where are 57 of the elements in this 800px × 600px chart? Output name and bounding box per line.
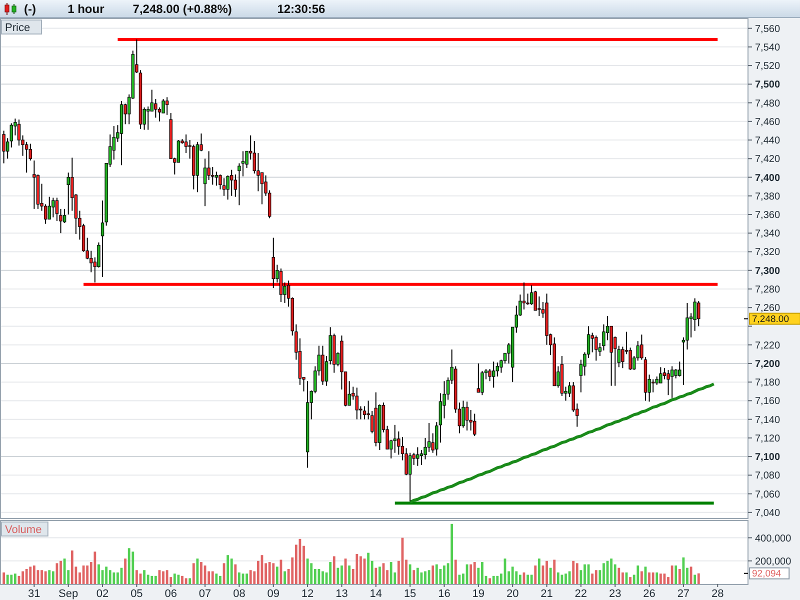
y-tick-label: 7,380 — [755, 191, 780, 202]
x-tick-label: 31 — [28, 588, 40, 600]
y-tick-label: 200,000 — [755, 556, 792, 568]
y-tick-label: 7,460 — [755, 116, 780, 128]
y-tick-label: 7,540 — [755, 42, 780, 54]
x-tick-label: 19 — [472, 588, 485, 600]
y-tick-label: 7,260 — [755, 303, 780, 314]
y-tick-label: 7,400 — [755, 172, 780, 184]
y-tick-label: 7,220 — [755, 340, 780, 352]
y-tick-label: 7,040 — [755, 508, 780, 519]
y-tick-label: 7,360 — [755, 210, 780, 222]
y-tick-label: 7,060 — [755, 489, 780, 500]
x-tick-label: 21 — [540, 588, 553, 600]
x-tick-label: 14 — [370, 588, 382, 600]
x-tick-label: 13 — [336, 588, 348, 600]
text: 1 hour — [68, 2, 105, 16]
y-tick-label: 7,520 — [755, 61, 780, 72]
text: 7,248.00 (+0.88%) — [132, 2, 232, 16]
y-tick-label: 7,200 — [755, 358, 780, 370]
x-tick-label: 28 — [712, 588, 724, 600]
y-tick-label: 7,280 — [755, 284, 780, 296]
x-tick-label: 15 — [404, 588, 416, 600]
y-tick-label: 7,320 — [755, 247, 780, 258]
y-tick-label: 7,300 — [755, 266, 780, 277]
y-tick-label: 7,340 — [755, 228, 780, 240]
y-tick-label: 7,160 — [755, 396, 780, 408]
chart-title: (-) — [24, 2, 36, 16]
text: 92,094 — [752, 568, 782, 580]
x-tick-label: 23 — [608, 588, 622, 600]
text: 7,248.00 — [752, 314, 789, 326]
x-tick-label: 20 — [506, 588, 519, 600]
x-tick-label: 26 — [643, 588, 656, 600]
y-tick-label: 7,560 — [755, 24, 780, 35]
x-tick-label: 12 — [301, 588, 314, 600]
y-tick-label: 7,500 — [755, 80, 780, 91]
x-tick-label: 02 — [96, 588, 109, 600]
y-tick-label: 7,440 — [755, 136, 780, 147]
y-tick-label: 7,180 — [755, 378, 780, 389]
y-tick-label: 7,140 — [755, 414, 780, 426]
x-tick-label: 05 — [130, 588, 143, 600]
x-tick-label: 22 — [574, 588, 588, 600]
x-tick-label: 08 — [233, 588, 246, 600]
x-tick-label: 06 — [164, 588, 177, 600]
y-tick-label: 7,480 — [755, 98, 780, 110]
x-tick-label: 16 — [438, 588, 450, 600]
y-tick-label: 400,000 — [755, 533, 792, 544]
x-tick-label: Sep — [58, 588, 78, 600]
y-tick-label: 7,120 — [755, 433, 780, 444]
y-axis-title: Volume — [5, 524, 42, 536]
x-tick-label: 07 — [198, 588, 212, 600]
y-tick-label: 7,100 — [755, 452, 780, 464]
y-tick-label: 7,080 — [755, 470, 780, 482]
y-axis-title: Price — [5, 22, 30, 34]
text: 12:30:56 — [277, 2, 326, 16]
y-tick-label: 7,420 — [755, 154, 780, 166]
x-tick-label: 09 — [267, 588, 280, 600]
x-tick-label: 27 — [677, 588, 690, 600]
